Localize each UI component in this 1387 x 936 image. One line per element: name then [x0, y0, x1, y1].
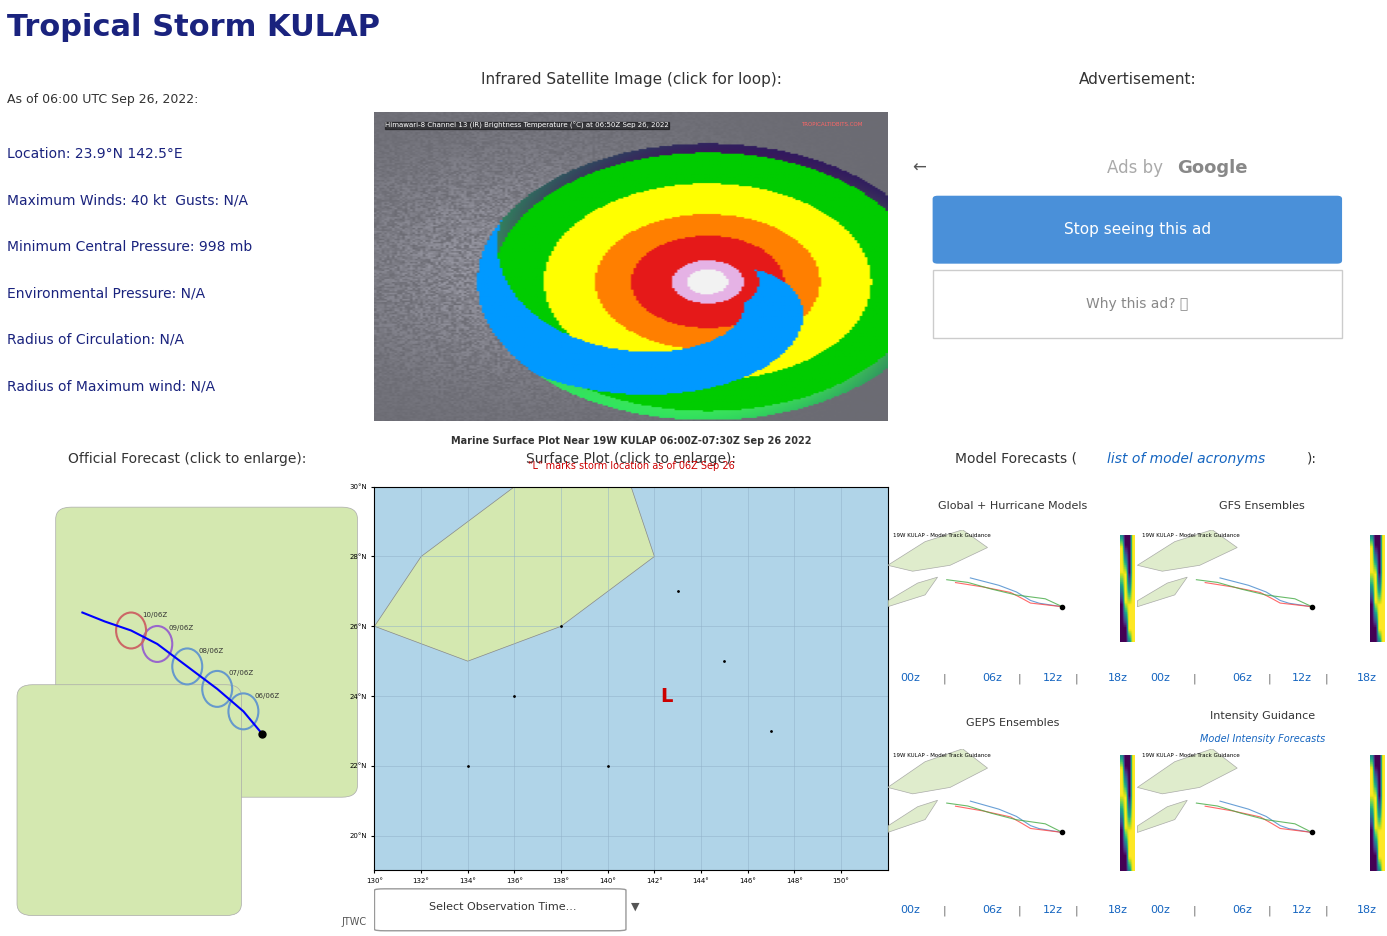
Text: Select Observation Time...: Select Observation Time...: [429, 901, 577, 912]
Text: Radius of Maximum wind: N/A: Radius of Maximum wind: N/A: [7, 379, 215, 393]
Text: ):: ):: [1307, 452, 1318, 465]
Polygon shape: [1137, 800, 1187, 832]
Text: Maximum Winds: 40 kt  Gusts: N/A: Maximum Winds: 40 kt Gusts: N/A: [7, 194, 248, 208]
Text: 19W KULAP - Model Track Guidance: 19W KULAP - Model Track Guidance: [1143, 753, 1240, 757]
Text: 12z: 12z: [1043, 905, 1062, 915]
Text: 19W KULAP - Model Track Guidance: 19W KULAP - Model Track Guidance: [893, 534, 990, 538]
Polygon shape: [888, 749, 988, 794]
Text: Global + Hurricane Models: Global + Hurricane Models: [938, 501, 1087, 511]
Text: Infrared Satellite Image (click for loop):: Infrared Satellite Image (click for loop…: [481, 72, 781, 87]
Text: 18z: 18z: [1107, 905, 1128, 915]
Text: 00z: 00z: [1150, 905, 1169, 915]
Text: GFS Ensembles: GFS Ensembles: [1219, 501, 1305, 511]
Text: Ads by: Ads by: [1107, 159, 1168, 177]
Polygon shape: [888, 800, 938, 832]
Text: Surface Plot (click to enlarge):: Surface Plot (click to enlarge):: [526, 452, 736, 465]
Text: 06z: 06z: [1232, 905, 1252, 915]
Text: 18z: 18z: [1356, 905, 1377, 915]
Text: |: |: [1193, 673, 1196, 683]
Text: Model Forecasts (: Model Forecasts (: [956, 452, 1078, 465]
Text: |: |: [1325, 905, 1329, 915]
Text: |: |: [1268, 673, 1270, 683]
Text: |: |: [1018, 673, 1021, 683]
Text: 12z: 12z: [1293, 905, 1312, 915]
Text: Minimum Central Pressure: 998 mb: Minimum Central Pressure: 998 mb: [7, 240, 252, 254]
Text: 12z: 12z: [1293, 673, 1312, 683]
FancyBboxPatch shape: [55, 507, 358, 797]
Text: TROPICALTIDBITS.COM: TROPICALTIDBITS.COM: [800, 122, 863, 126]
FancyBboxPatch shape: [17, 685, 241, 915]
Text: Google: Google: [1178, 159, 1247, 177]
FancyBboxPatch shape: [932, 270, 1343, 338]
Text: 06z: 06z: [982, 673, 1003, 683]
Text: |: |: [1325, 673, 1329, 683]
Polygon shape: [1137, 530, 1237, 571]
Text: Radius of Circulation: N/A: Radius of Circulation: N/A: [7, 332, 184, 346]
Text: Intensity Guidance: Intensity Guidance: [1209, 711, 1315, 721]
Text: 06/06Z: 06/06Z: [255, 693, 280, 699]
Text: |: |: [1268, 905, 1270, 915]
Text: 06z: 06z: [1232, 673, 1252, 683]
Text: ←: ←: [913, 159, 927, 177]
Text: 00z: 00z: [900, 673, 920, 683]
Text: Model Intensity Forecasts: Model Intensity Forecasts: [1200, 735, 1325, 744]
Polygon shape: [374, 487, 655, 661]
Text: Stop seeing this ad: Stop seeing this ad: [1064, 222, 1211, 237]
Text: Advertisement:: Advertisement:: [1079, 72, 1196, 87]
Text: list of model acronyms: list of model acronyms: [1107, 452, 1265, 465]
Text: 06z: 06z: [982, 905, 1003, 915]
Text: 07/06Z: 07/06Z: [229, 670, 254, 677]
FancyBboxPatch shape: [932, 196, 1343, 264]
Text: L: L: [660, 686, 673, 706]
Text: Himawari-8 Channel 13 (IR) Brightness Temperature (°C) at 06:50Z Sep 26, 2022: Himawari-8 Channel 13 (IR) Brightness Te…: [384, 122, 669, 129]
Text: 00z: 00z: [900, 905, 920, 915]
FancyBboxPatch shape: [374, 889, 626, 930]
Text: GEPS Ensembles: GEPS Ensembles: [965, 718, 1060, 728]
Text: Environmental Pressure: N/A: Environmental Pressure: N/A: [7, 286, 205, 300]
Text: |: |: [1075, 905, 1079, 915]
Text: 19W KULAP - Model Track Guidance: 19W KULAP - Model Track Guidance: [893, 753, 990, 757]
Polygon shape: [1137, 578, 1187, 607]
Text: 09/06Z: 09/06Z: [169, 625, 194, 632]
Text: |: |: [1193, 905, 1196, 915]
Text: 00z: 00z: [1150, 673, 1169, 683]
Text: 12z: 12z: [1043, 673, 1062, 683]
Text: JTWC: JTWC: [341, 917, 368, 927]
Text: |: |: [1018, 905, 1021, 915]
Polygon shape: [888, 530, 988, 571]
Text: Official Forecast (click to enlarge):: Official Forecast (click to enlarge):: [68, 452, 307, 465]
Text: Location: 23.9°N 142.5°E: Location: 23.9°N 142.5°E: [7, 147, 183, 161]
Text: 18z: 18z: [1356, 673, 1377, 683]
Text: Marine Surface Plot Near 19W KULAP 06:00Z-07:30Z Sep 26 2022: Marine Surface Plot Near 19W KULAP 06:00…: [451, 436, 811, 446]
Text: 18z: 18z: [1107, 673, 1128, 683]
Text: |: |: [1075, 673, 1079, 683]
Text: 08/06Z: 08/06Z: [198, 648, 223, 654]
Text: ▼: ▼: [631, 901, 639, 912]
Text: "L" marks storm location as of 06Z Sep 26: "L" marks storm location as of 06Z Sep 2…: [527, 461, 735, 471]
Text: 19W KULAP - Model Track Guidance: 19W KULAP - Model Track Guidance: [1143, 534, 1240, 538]
Text: Why this ad? ⓘ: Why this ad? ⓘ: [1086, 297, 1189, 311]
Polygon shape: [1137, 749, 1237, 794]
Text: |: |: [943, 905, 946, 915]
Polygon shape: [888, 578, 938, 607]
Text: |: |: [943, 673, 946, 683]
Text: Tropical Storm KULAP: Tropical Storm KULAP: [7, 12, 380, 41]
Text: 10/06Z: 10/06Z: [143, 612, 168, 618]
Text: As of 06:00 UTC Sep 26, 2022:: As of 06:00 UTC Sep 26, 2022:: [7, 93, 198, 106]
